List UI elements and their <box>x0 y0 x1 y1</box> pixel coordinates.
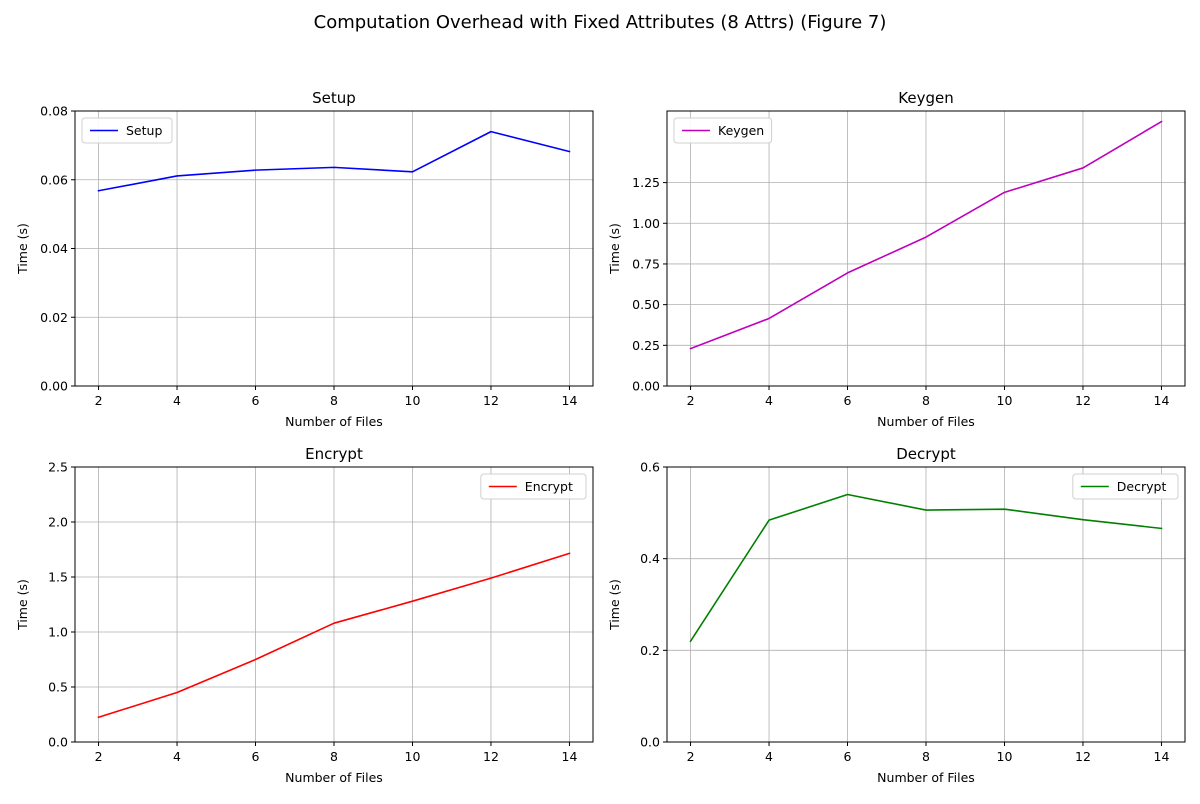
x-tick-label: 10 <box>405 393 421 408</box>
y-tick-label: 0.25 <box>632 338 660 353</box>
y-tick-label: 0.02 <box>40 310 68 325</box>
x-tick-label: 12 <box>1075 749 1091 764</box>
x-tick-label: 12 <box>483 393 499 408</box>
y-axis-label: Time (s) <box>15 223 30 275</box>
x-tick-label: 6 <box>252 749 260 764</box>
x-tick-label: 10 <box>997 393 1013 408</box>
x-tick-label: 2 <box>687 749 695 764</box>
y-tick-label: 0.00 <box>40 379 68 394</box>
y-tick-label: 0.2 <box>640 643 660 658</box>
y-tick-label: 0.08 <box>40 104 68 119</box>
x-tick-label: 6 <box>252 393 260 408</box>
x-tick-label: 8 <box>330 393 338 408</box>
chart-decrypt: 2 4 6 8 10 12 14 0.0 0.2 0.4 0.6 Decrypt Number of F… <box>607 445 1185 785</box>
x-axis-label: Number of Files <box>285 770 383 785</box>
y-tick-label: 0.50 <box>632 297 660 312</box>
x-tick-label: 8 <box>922 393 930 408</box>
legend-label: Decrypt <box>1117 479 1167 494</box>
y-tick-label: 0.75 <box>632 256 660 271</box>
y-tick-label: 0.0 <box>48 735 68 750</box>
x-tick-label: 2 <box>95 749 103 764</box>
y-tick-label: 0.5 <box>48 680 68 695</box>
y-tick-label: 2.0 <box>48 515 68 530</box>
y-tick-label: 0.6 <box>640 460 660 475</box>
y-tick-label: 0.0 <box>640 735 660 750</box>
y-tick-label: 1.0 <box>48 625 68 640</box>
chart-title: Encrypt <box>305 445 363 463</box>
x-tick-label: 10 <box>997 749 1013 764</box>
x-tick-label: 14 <box>1154 393 1170 408</box>
x-tick-label: 8 <box>922 749 930 764</box>
x-axis-label: Number of Files <box>877 414 975 429</box>
y-axis-label: Time (s) <box>607 223 622 275</box>
legend-label: Encrypt <box>525 479 573 494</box>
x-tick-label: 4 <box>173 749 181 764</box>
y-tick-label: 1.00 <box>632 216 660 231</box>
legend-label: Keygen <box>718 123 764 138</box>
x-tick-label: 4 <box>765 749 773 764</box>
y-axis-label: Time (s) <box>15 579 30 631</box>
x-axis-label: Number of Files <box>285 414 383 429</box>
legend-label: Setup <box>126 123 162 138</box>
x-tick-label: 6 <box>844 749 852 764</box>
x-tick-label: 12 <box>483 749 499 764</box>
x-tick-label: 4 <box>765 393 773 408</box>
x-tick-label: 14 <box>1154 749 1170 764</box>
y-tick-label: 1.25 <box>632 175 660 190</box>
y-tick-label: 0.4 <box>640 551 660 566</box>
x-tick-label: 6 <box>844 393 852 408</box>
x-tick-label: 14 <box>562 393 578 408</box>
legend: Encrypt <box>481 474 586 499</box>
figure-title: Computation Overhead with Fixed Attribut… <box>0 12 1200 33</box>
x-axis-label: Number of Files <box>877 770 975 785</box>
x-tick-label: 4 <box>173 393 181 408</box>
chart-title: Decrypt <box>896 445 956 463</box>
x-tick-label: 2 <box>95 393 103 408</box>
y-tick-label: 0.00 <box>632 379 660 394</box>
chart-setup: 2 4 6 8 10 12 14 0.00 0.02 0.04 0.06 0.08 Setup Numbe… <box>15 89 593 429</box>
y-tick-label: 1.5 <box>48 570 68 585</box>
chart-encrypt: 2 4 6 8 10 12 14 0.0 0.5 1.0 1.5 2.0 2.5 Encrypt Numbe… <box>15 445 593 785</box>
y-tick-label: 2.5 <box>48 460 68 475</box>
y-axis-label: Time (s) <box>607 579 622 631</box>
chart-title: Setup <box>312 89 356 107</box>
legend: Setup <box>82 118 172 143</box>
chart-keygen: 2 4 6 8 10 12 14 0.00 0.25 0.50 0.75 1.00 1.25 Keygen… <box>607 89 1185 429</box>
legend: Decrypt <box>1073 474 1178 499</box>
chart-title: Keygen <box>898 89 953 107</box>
y-tick-label: 0.04 <box>40 241 68 256</box>
x-tick-label: 14 <box>562 749 578 764</box>
x-tick-label: 12 <box>1075 393 1091 408</box>
x-tick-label: 8 <box>330 749 338 764</box>
x-tick-label: 2 <box>687 393 695 408</box>
legend: Keygen <box>674 118 772 143</box>
x-tick-label: 10 <box>405 749 421 764</box>
y-tick-label: 0.06 <box>40 172 68 187</box>
